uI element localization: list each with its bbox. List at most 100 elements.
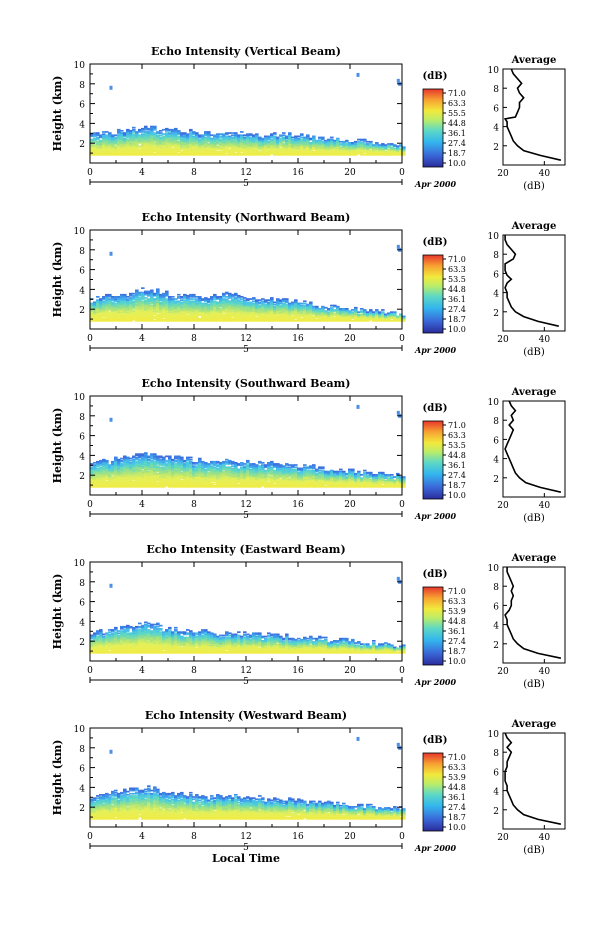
echo-cell: [207, 135, 211, 138]
echo-cell: [399, 148, 403, 151]
x-tick-label: 0: [87, 168, 93, 178]
echo-cell: [324, 306, 328, 309]
echo-cell: [99, 308, 103, 310]
echo-cell: [153, 311, 157, 313]
echo-cell: [249, 144, 253, 146]
echo-cell: [117, 480, 121, 483]
echo-cell: [216, 320, 220, 322]
echo-cell: [183, 311, 187, 313]
echo-cell: [357, 320, 361, 322]
echo-cell: [219, 146, 223, 149]
echo-cell: [141, 292, 145, 295]
echo-cell: [252, 308, 256, 310]
echo-cell: [216, 301, 220, 304]
echo-cell: [279, 139, 283, 142]
echo-cell: [120, 150, 124, 153]
echo-cell: [114, 146, 118, 149]
echo-cell: [90, 306, 94, 309]
echo-cell: [120, 142, 124, 144]
echo-cell: [174, 147, 178, 150]
echo-cell: [108, 314, 112, 317]
echo-cell: [288, 316, 292, 319]
echo-cell: [249, 309, 253, 311]
echo-cell: [93, 479, 97, 482]
echo-cell: [222, 313, 226, 316]
echo-cell: [105, 313, 109, 316]
echo-cell: [234, 306, 238, 309]
echo-cell: [129, 299, 133, 301]
echo-cell: [162, 305, 166, 308]
echo-cell: [162, 304, 166, 307]
echo-cell: [132, 135, 136, 138]
echo-cell: [282, 299, 286, 301]
echo-cell: [360, 148, 364, 151]
echo-cell: [261, 151, 265, 154]
echo-cell: [270, 299, 274, 301]
echo-cell: [345, 320, 349, 322]
echo-cell: [159, 150, 163, 153]
echo-cell: [99, 311, 103, 313]
echo-cell: [120, 311, 124, 313]
echo-cell: [264, 318, 268, 321]
echo-cell: [123, 149, 127, 152]
echo-cell: [288, 138, 292, 141]
echo-cell: [393, 154, 397, 156]
echo-cell: [222, 147, 226, 150]
echo-cell: [234, 294, 238, 297]
echo-cell: [333, 139, 337, 142]
echo-cell: [294, 144, 298, 146]
echo-cell: [171, 314, 175, 317]
echo-cell: [366, 143, 370, 145]
echo-cell: [345, 318, 349, 321]
echo-cell: [261, 143, 265, 145]
echo-cell: [141, 309, 145, 311]
echo-cell: [246, 306, 250, 309]
echo-cell: [180, 137, 184, 140]
echo-cell: [114, 140, 118, 143]
echo-cell: [138, 151, 142, 154]
echo-cell: [222, 135, 226, 138]
echo-cell: [126, 296, 130, 298]
colorbar-tick-label: 71.0: [448, 255, 466, 264]
echo-cell: [159, 145, 163, 147]
echo-cell: [276, 146, 280, 149]
echo-cell: [273, 311, 277, 313]
echo-cell: [141, 137, 145, 140]
echo-cell: [102, 470, 106, 473]
echo-cell: [183, 136, 187, 139]
echo-cell: [264, 311, 268, 313]
echo-cell: [180, 145, 184, 147]
echo-cell: [183, 150, 187, 153]
echo-cell: [129, 297, 133, 299]
echo-cell: [165, 127, 169, 130]
echo-cell: [186, 140, 190, 143]
echo-cell: [378, 147, 382, 150]
echo-cell: [294, 147, 298, 150]
echo-cell: [342, 317, 346, 320]
echo-cell: [90, 463, 94, 465]
echo-cell: [315, 151, 319, 154]
echo-cell: [165, 143, 169, 145]
echo-cell: [258, 140, 262, 143]
echo-cell: [108, 311, 112, 313]
echo-cell: [273, 133, 277, 135]
echo-cell: [216, 297, 220, 299]
echo-cell: [186, 135, 190, 138]
echo-cell: [312, 146, 316, 149]
echo-cell: [225, 135, 229, 138]
echo-cell: [114, 142, 118, 144]
echo-cell: [297, 142, 301, 144]
echo-cell: [258, 137, 262, 140]
echo-cell: [165, 154, 169, 156]
echo-cell: [204, 143, 208, 145]
echo-cell: [369, 311, 373, 313]
echo-cell: [282, 151, 286, 154]
echo-cell: [360, 320, 364, 322]
echo-cell: [273, 143, 277, 145]
echo-cell: [225, 142, 229, 144]
echo-cell: [231, 146, 235, 149]
echo-cell: [171, 154, 175, 156]
echo-cell: [285, 309, 289, 311]
echo-cell: [315, 149, 319, 152]
echo-cell: [216, 152, 220, 155]
